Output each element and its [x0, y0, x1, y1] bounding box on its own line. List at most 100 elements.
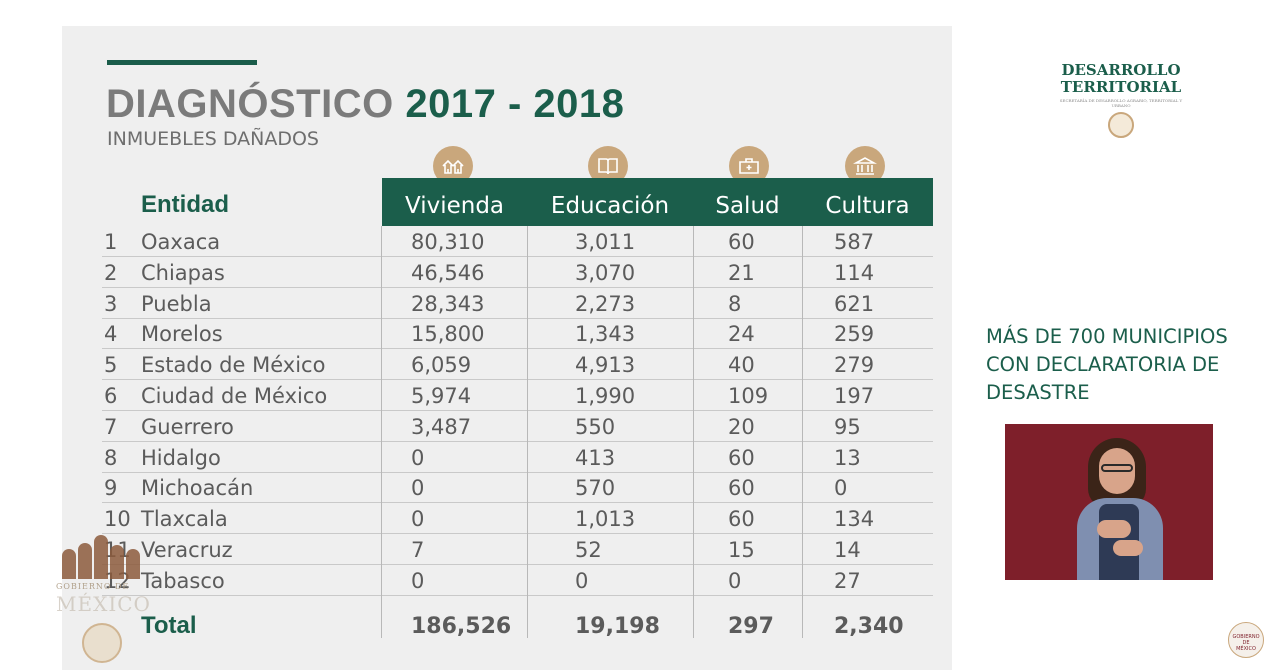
- cell-cultura: 259: [834, 322, 875, 347]
- logo-line-3: SECRETARÍA DE DESARROLLO AGRARIO, TERRIT…: [1059, 98, 1183, 108]
- slide-panel: DIAGNÓSTICO 2017 - 2018 INMUEBLES DAÑADO…: [62, 26, 952, 670]
- cell-entidad: Tabasco: [141, 568, 225, 593]
- cell-cultura: 14: [834, 538, 861, 562]
- cell-educacion: 1,013: [575, 507, 636, 532]
- title-word: DIAGNÓSTICO: [106, 82, 394, 126]
- cell-educacion: 3,011: [575, 230, 636, 254]
- header-educacion: Educación: [550, 193, 670, 219]
- cell-cultura: 0: [834, 476, 848, 501]
- cell-vivienda: 0: [411, 445, 425, 470]
- table-row: 3 Puebla 28,343 2,273 8 621: [102, 288, 933, 319]
- cell-salud: 60: [728, 445, 755, 470]
- table-row: 10 Tlaxcala 0 1,013 60 134: [102, 503, 933, 535]
- cell-n: 3: [104, 291, 118, 316]
- total-vivienda: 186,526: [411, 614, 512, 639]
- cell-salud: 15: [728, 538, 755, 562]
- cell-entidad: Estado de México: [141, 353, 326, 378]
- cell-n: 6: [104, 384, 118, 408]
- table-row: 6 Ciudad de México 5,974 1,990 109 197: [102, 380, 933, 411]
- cell-vivienda: 0: [411, 507, 425, 532]
- header-entidad: Entidad: [141, 191, 229, 218]
- seal-logo: [82, 623, 122, 663]
- side-headline: MÁS DE 700 MUNICIPIOS CON DECLARATORIA D…: [986, 325, 1228, 404]
- table-row: 8 Hidalgo 0 413 60 13: [102, 442, 933, 473]
- cell-cultura: 13: [834, 445, 861, 470]
- cell-n: 5: [104, 353, 118, 378]
- column-divider: [527, 226, 528, 638]
- table-row: 9 Michoacán 0 570 60 0: [102, 472, 933, 504]
- cell-cultura: 27: [834, 568, 861, 593]
- cell-cultura: 279: [834, 353, 875, 378]
- cell-vivienda: 0: [411, 476, 425, 501]
- total-educacion: 19,198: [575, 614, 660, 639]
- cell-entidad: Veracruz: [141, 538, 233, 562]
- cell-entidad: Ciudad de México: [141, 384, 328, 408]
- table-row: 1 Oaxaca 80,310 3,011 60 587: [102, 226, 933, 257]
- logo-line-1: DESARROLLO: [1061, 61, 1181, 79]
- gobierno-wordmark: GOBIERNO DE: [56, 582, 130, 591]
- cell-entidad: Guerrero: [141, 414, 234, 439]
- total-row: Total 186,526 19,198 297 2,340: [102, 609, 933, 643]
- title-years: 2017 - 2018: [405, 82, 625, 126]
- cell-salud: 8: [728, 291, 742, 316]
- total-cultura: 2,340: [834, 614, 904, 639]
- cell-entidad: Puebla: [141, 291, 212, 316]
- column-divider: [693, 226, 694, 638]
- column-divider: [381, 226, 382, 638]
- table-header-bar: [382, 178, 933, 226]
- mexico-wordmark: MÉXICO: [56, 592, 151, 616]
- accent-line: [107, 60, 257, 65]
- cell-entidad: Oaxaca: [141, 230, 221, 254]
- cell-n: 10: [104, 507, 131, 532]
- cell-n: 1: [104, 230, 118, 254]
- gobierno-badge-icon: GOBIERNO DE MÉXICO: [1228, 622, 1264, 658]
- cell-salud: 20: [728, 414, 755, 439]
- table-row: 11Veracruz7521514: [102, 534, 933, 565]
- header-salud: Salud: [715, 193, 780, 219]
- cell-vivienda: 15,800: [411, 322, 485, 347]
- cell-educacion: 1,990: [575, 384, 636, 408]
- page-subtitle: INMUEBLES DAÑADOS: [107, 128, 319, 150]
- cell-educacion: 0: [575, 568, 589, 593]
- cell-vivienda: 0: [411, 568, 425, 593]
- desarrollo-territorial-logo: DESARROLLO TERRITORIAL SECRETARÍA DE DES…: [1056, 62, 1186, 138]
- cell-salud: 60: [728, 230, 755, 254]
- cell-cultura: 114: [834, 260, 875, 285]
- cell-educacion: 550: [575, 414, 616, 439]
- cell-educacion: 3,070: [575, 260, 636, 285]
- page-title: DIAGNÓSTICO 2017 - 2018: [106, 82, 624, 127]
- seal-icon: [1108, 112, 1134, 138]
- cell-cultura: 95: [834, 414, 861, 439]
- cell-entidad: Chiapas: [141, 260, 225, 285]
- cell-vivienda: 28,343: [411, 291, 485, 316]
- column-divider: [802, 226, 803, 638]
- logo-line-2: TERRITORIAL: [1060, 78, 1182, 96]
- table-row: 2 Chiapas 46,546 3,070 21 114: [102, 257, 933, 288]
- cell-educacion: 1,343: [575, 322, 636, 347]
- table-row: 4 Morelos 15,800 1,343 24 259: [102, 318, 933, 350]
- cell-cultura: 134: [834, 507, 875, 532]
- header-cultura: Cultura: [825, 193, 910, 219]
- cell-cultura: 621: [834, 291, 875, 316]
- cell-cultura: 587: [834, 230, 875, 254]
- cell-entidad: Tlaxcala: [141, 507, 228, 532]
- cell-entidad: Morelos: [141, 322, 223, 347]
- cell-salud: 40: [728, 353, 755, 378]
- cell-educacion: 570: [575, 476, 616, 501]
- cell-vivienda: 7: [411, 538, 425, 562]
- sign-language-interpreter-video: [1005, 424, 1213, 580]
- cell-n: 9: [104, 476, 118, 501]
- cell-vivienda: 3,487: [411, 414, 472, 439]
- cell-educacion: 52: [575, 538, 602, 562]
- cell-vivienda: 6,059: [411, 353, 472, 378]
- cell-entidad: Hidalgo: [141, 445, 221, 470]
- cell-salud: 21: [728, 260, 755, 285]
- cell-n: 2: [104, 260, 118, 285]
- cell-salud: 0: [728, 568, 742, 593]
- cell-educacion: 413: [575, 445, 616, 470]
- header-vivienda: Vivienda: [404, 193, 505, 219]
- cell-vivienda: 80,310: [411, 230, 485, 254]
- cell-salud: 24: [728, 322, 755, 347]
- cell-vivienda: 46,546: [411, 260, 485, 285]
- table-row: 5 Estado de México 6,059 4,913 40 279: [102, 349, 933, 381]
